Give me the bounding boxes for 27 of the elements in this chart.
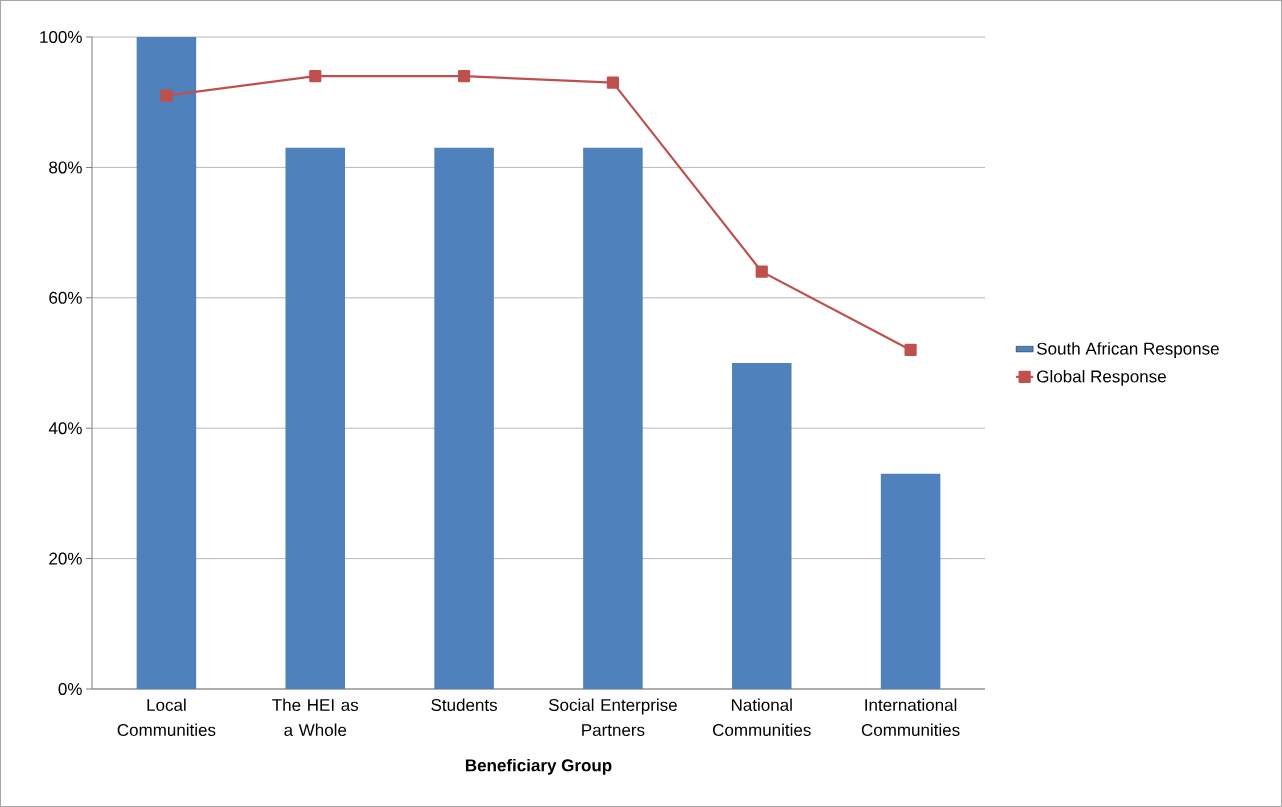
point [755,265,768,278]
y-tick-label: 100% [40,30,82,44]
legend-label: South African Response [1037,342,1219,359]
x-tick-label: Local Communities [117,698,216,737]
bar [583,147,643,689]
bar [731,363,792,689]
x-axis-title: Beneficiary Group [465,758,612,775]
x-tick-label: The HEI as a Whole [272,698,359,737]
bar [880,473,941,689]
bar [434,147,494,689]
bar [136,37,197,689]
point [457,70,471,83]
point [309,70,322,83]
point [904,343,917,357]
point [606,76,620,89]
legend-label: Global Response [1037,370,1166,386]
x-tick-label: National Communities [713,698,811,737]
point [160,89,173,102]
x-tick-label: International Communities [861,698,960,737]
y-tick-label: 60% [49,291,82,304]
x-tick-label: Social Enterprise Partners [548,698,677,737]
y-tick-label: 80% [49,161,82,174]
bar [285,147,346,689]
y-tick-label: 20% [49,552,82,565]
y-tick-label: 0% [58,682,82,696]
y-tick-label: 40% [48,422,82,435]
x-tick-label: Students [431,698,498,712]
